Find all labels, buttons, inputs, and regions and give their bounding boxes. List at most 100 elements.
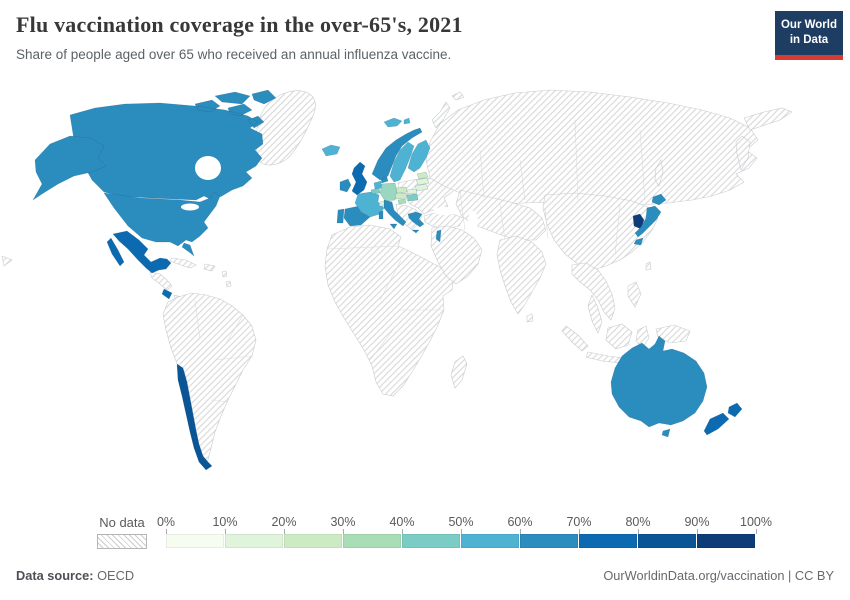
landmass-taiwan[interactable] bbox=[645, 261, 652, 271]
legend-color-segment[interactable] bbox=[166, 534, 225, 548]
landmass-russia-north-asia[interactable] bbox=[425, 89, 759, 206]
legend-color-segment[interactable] bbox=[520, 534, 579, 548]
landmass-india[interactable] bbox=[496, 235, 547, 315]
landmass-kamchatka[interactable] bbox=[735, 135, 751, 171]
country-slovakia[interactable] bbox=[406, 188, 418, 195]
country-svalbard[interactable] bbox=[383, 117, 411, 128]
legend-color-segment[interactable] bbox=[697, 534, 755, 548]
great-lakes bbox=[181, 203, 199, 211]
legend-tick-label: 80% bbox=[625, 515, 651, 529]
legend-color-segment[interactable] bbox=[461, 534, 520, 548]
country-austria[interactable] bbox=[394, 192, 408, 200]
legend-tick-mark bbox=[225, 529, 226, 534]
landmass-new-guinea[interactable] bbox=[655, 324, 691, 344]
landmass-hispaniola[interactable] bbox=[203, 263, 216, 272]
landmass-java[interactable] bbox=[585, 351, 625, 364]
country-belgium[interactable] bbox=[370, 187, 381, 195]
legend-color-segment[interactable] bbox=[343, 534, 402, 548]
legend-tick-label: 70% bbox=[566, 515, 592, 529]
legend-no-data-swatch[interactable] bbox=[97, 534, 147, 549]
landmass-cuba[interactable] bbox=[169, 257, 197, 269]
legend-color-segment[interactable] bbox=[284, 534, 343, 548]
country-united-states[interactable] bbox=[32, 135, 221, 257]
legend-tick-mark bbox=[402, 529, 403, 534]
landmass-svalbard-arctic[interactable] bbox=[431, 101, 451, 129]
landmass-greenland[interactable] bbox=[255, 90, 316, 166]
legend-color-segment[interactable] bbox=[402, 534, 461, 548]
country-australia[interactable] bbox=[610, 335, 708, 438]
country-canada[interactable] bbox=[69, 89, 277, 201]
landmass-philippines[interactable] bbox=[627, 281, 642, 308]
country-iceland[interactable] bbox=[321, 144, 341, 157]
legend-no-data-label: No data bbox=[99, 515, 145, 530]
country-hungary[interactable] bbox=[406, 193, 419, 202]
page-title: Flu vaccination coverage in the over-65'… bbox=[16, 12, 463, 37]
page-subtitle: Share of people aged over 65 who receive… bbox=[16, 47, 452, 62]
hudson-bay bbox=[195, 156, 221, 180]
country-greece[interactable] bbox=[407, 211, 425, 234]
data-source-value: OECD bbox=[93, 568, 135, 583]
country-portugal[interactable] bbox=[336, 208, 345, 224]
legend-tick-mark bbox=[638, 529, 639, 534]
country-norway[interactable] bbox=[371, 127, 423, 181]
country-costa-rica[interactable] bbox=[161, 288, 173, 300]
legend-color-segment[interactable] bbox=[225, 534, 284, 548]
landmass-lesser-antilles[interactable] bbox=[221, 270, 232, 288]
countries-with-data bbox=[32, 89, 743, 471]
legend-tick-mark bbox=[579, 529, 580, 534]
country-lithuania[interactable] bbox=[414, 183, 429, 192]
legend-tick-label: 60% bbox=[507, 515, 533, 529]
country-sweden[interactable] bbox=[389, 141, 415, 183]
country-latvia[interactable] bbox=[415, 177, 430, 186]
landmass-sakhalin[interactable] bbox=[654, 159, 664, 187]
landmass-south-america[interactable] bbox=[162, 292, 257, 465]
legend-tick-label: 90% bbox=[684, 515, 710, 529]
landmass-arctic-isles[interactable] bbox=[451, 91, 465, 101]
country-japan[interactable] bbox=[633, 193, 667, 246]
landmass-arabia[interactable] bbox=[430, 225, 483, 285]
chart-header: Flu vaccination coverage in the over-65'… bbox=[16, 12, 760, 62]
data-source-label: Data source: bbox=[16, 568, 94, 583]
landmass-china-east-asia[interactable] bbox=[542, 192, 659, 271]
country-netherlands[interactable] bbox=[373, 180, 383, 190]
legend-tick-mark bbox=[343, 529, 344, 534]
country-chile[interactable] bbox=[176, 363, 213, 471]
data-source: Data source: OECD bbox=[16, 568, 134, 583]
owid-logo[interactable]: Our World in Data bbox=[775, 11, 843, 60]
legend-color-bar[interactable] bbox=[166, 534, 755, 548]
country-germany[interactable] bbox=[379, 182, 398, 202]
landmass-madagascar[interactable] bbox=[450, 355, 468, 389]
landmass-indochina[interactable] bbox=[571, 262, 616, 321]
landmass-chukotka[interactable] bbox=[743, 107, 793, 131]
landmass-map-edge-fragment[interactable] bbox=[1, 255, 13, 267]
legend-tick-label: 10% bbox=[212, 515, 238, 529]
legend-tick-label: 0% bbox=[156, 515, 176, 529]
legend-tick-label: 50% bbox=[448, 515, 474, 529]
legend-color-segment[interactable] bbox=[638, 534, 697, 548]
country-italy[interactable] bbox=[378, 199, 407, 230]
landmass-sumatra[interactable] bbox=[561, 325, 589, 352]
country-new-zealand[interactable] bbox=[703, 402, 743, 436]
owid-logo-line1: Our World bbox=[780, 19, 837, 31]
legend-tick-mark bbox=[520, 529, 521, 534]
landmass-sulawesi[interactable] bbox=[635, 325, 650, 350]
legend-tick-mark bbox=[166, 529, 167, 534]
country-czechia[interactable] bbox=[395, 186, 408, 194]
owid-logo-accent-bar bbox=[775, 55, 843, 60]
country-ireland[interactable] bbox=[339, 178, 352, 193]
landmass-malay-peninsula[interactable] bbox=[587, 294, 603, 334]
country-israel[interactable] bbox=[435, 229, 442, 243]
legend-tick-label: 20% bbox=[271, 515, 297, 529]
attribution-link[interactable]: OurWorldinData.org/vaccination | CC BY bbox=[603, 568, 834, 583]
country-slovenia[interactable] bbox=[397, 198, 407, 205]
landmass-sri-lanka[interactable] bbox=[526, 313, 534, 323]
country-mexico[interactable] bbox=[106, 230, 172, 274]
legend-color-segment[interactable] bbox=[579, 534, 638, 548]
landmass-borneo[interactable] bbox=[605, 323, 633, 350]
country-united-kingdom[interactable] bbox=[351, 161, 368, 196]
country-estonia[interactable] bbox=[416, 171, 429, 180]
landmass-central-america[interactable] bbox=[149, 271, 173, 291]
country-finland[interactable] bbox=[407, 139, 431, 173]
landmass-central-asia[interactable] bbox=[455, 189, 547, 241]
black-sea bbox=[434, 207, 456, 215]
